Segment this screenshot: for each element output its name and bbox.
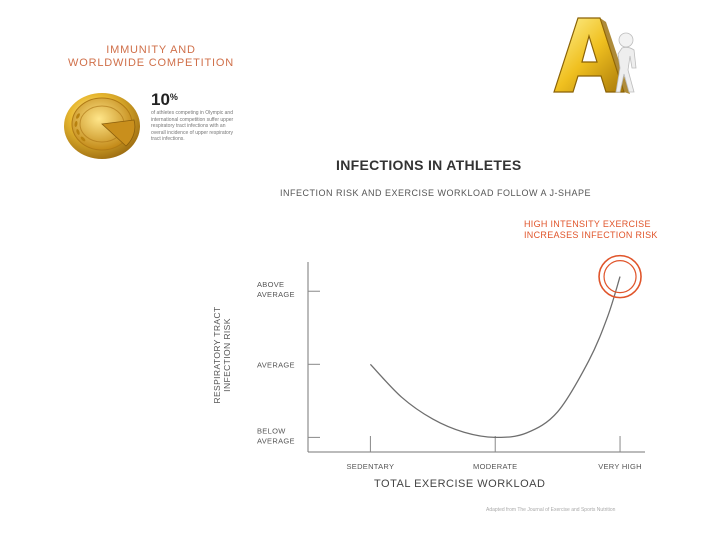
stat-value: 10% xyxy=(151,90,178,110)
chart-annotation: HIGH INTENSITY EXERCISE INCREASES INFECT… xyxy=(524,219,658,241)
stat-description: of athletes competing in Olympic and int… xyxy=(151,110,234,143)
x-tick-label: SEDENTARY xyxy=(346,462,394,471)
stat-unit: % xyxy=(169,92,178,102)
y-tick-label: BELOW AVERAGE xyxy=(257,426,295,445)
infographic-title: IMMUNITY AND WORLDWIDE COMPETITION xyxy=(56,44,246,70)
gold-letter-a-logo xyxy=(553,17,637,94)
annotation-line2: INCREASES INFECTION RISK xyxy=(524,230,658,240)
highlight-outer-ring xyxy=(598,254,642,299)
gold-medal-icon xyxy=(64,93,140,159)
source-note: Adapted from The Journal of Exercise and… xyxy=(486,507,616,513)
infographic-title-line1: IMMUNITY AND xyxy=(106,44,196,56)
chart-title: INFECTIONS IN ATHLETES xyxy=(336,157,522,173)
x-tick-label: VERY HIGH xyxy=(598,462,642,471)
x-tick-label: MODERATE xyxy=(473,462,517,471)
y-tick-label: ABOVE AVERAGE xyxy=(257,280,295,299)
chart-subtitle: INFECTION RISK AND EXERCISE WORKLOAD FOL… xyxy=(280,188,592,198)
annotation-line1: HIGH INTENSITY EXERCISE xyxy=(524,219,651,229)
stat-number: 10 xyxy=(151,90,170,109)
x-axis-label: TOTAL EXERCISE WORKLOAD xyxy=(374,478,546,490)
highlight-inner-ring xyxy=(603,260,637,294)
y-tick-label: AVERAGE xyxy=(257,360,295,369)
infographic-title-line2: WORLDWIDE COMPETITION xyxy=(68,57,234,69)
j-curve-line xyxy=(369,276,621,439)
